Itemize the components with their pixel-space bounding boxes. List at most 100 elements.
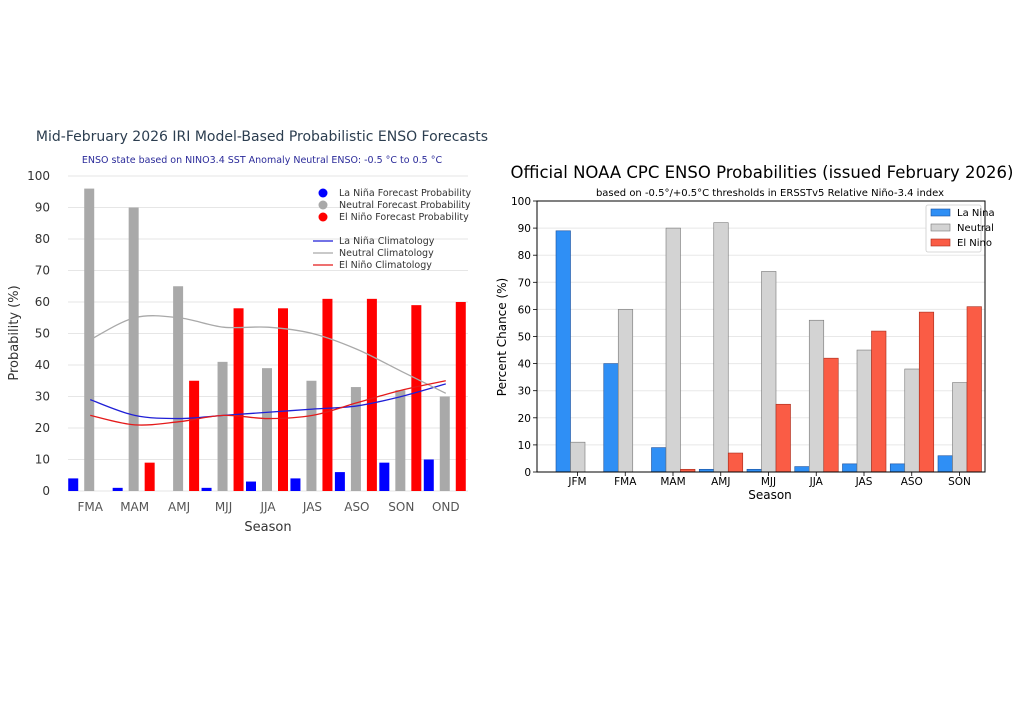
iri-x-tick-label: ASO (344, 500, 369, 514)
iri-y-axis-label: Probability (%) (7, 285, 22, 380)
iri-bar-el-nino-forecast-probability-amj (189, 380, 200, 491)
iri-line-la-nina-climatology (90, 383, 446, 420)
legend-label-neutral: Neutral (957, 223, 994, 234)
noaa-bar-el-nino-jas (871, 330, 887, 473)
iri-line-el-nino-climatology (90, 380, 446, 426)
iri-x-tick-label: FMA (77, 500, 103, 514)
noaa-legend: La Nina Neutral El Nino (925, 204, 995, 253)
noaa-bar-la-nina-jas (842, 463, 858, 473)
iri-line-neutral-climatology (89, 315, 447, 394)
noaa-bar-la-nina-mam (651, 447, 667, 473)
noaa-bar-neutral-amj (713, 222, 729, 473)
iri-bar-la-nina-forecast-probability-aso (334, 472, 345, 491)
legend-label-el-nino-climatology: El Niño Climatology (339, 260, 432, 271)
iri-x-tick-label: AMJ (168, 500, 190, 514)
iri-bar-neutral-forecast-probability-aso (350, 387, 361, 491)
iri-x-axis-label: Season (244, 520, 291, 535)
noaa-bar-neutral-jfm (570, 441, 586, 473)
noaa-bar-neutral-mam (665, 227, 681, 473)
legend-swatch-la-nina (930, 208, 951, 217)
legend-marker-neutral-forecast (318, 200, 328, 210)
noaa-y-tick-label: 10 (518, 440, 531, 452)
noaa-bar-la-nina-fma (603, 363, 619, 473)
iri-bar-neutral-forecast-probability-fma (84, 188, 95, 491)
iri-bar-la-nina-forecast-probability-ond (423, 459, 434, 491)
iri-bar-neutral-forecast-probability-son (395, 390, 406, 491)
iri-bar-el-nino-forecast-probability-jja (278, 308, 288, 491)
iri-bar-la-nina-forecast-probability-jas (290, 478, 301, 491)
iri-y-tick-label: 90 (35, 201, 50, 215)
noaa-y-tick-label: 60 (518, 304, 531, 316)
noaa-y-ticks: 0 10 20 30 40 50 60 70 80 90 100 (511, 196, 537, 479)
legend-marker-el-nino-forecast (318, 212, 328, 222)
noaa-bar-el-nino-jja (823, 357, 839, 473)
noaa-bar-el-nino-mjj (775, 403, 791, 473)
iri-subtitle: ENSO state based on NINO3.4 SST Anomaly … (82, 155, 443, 166)
iri-y-tick-label: 30 (35, 390, 50, 404)
iri-y-tick-label: 20 (35, 421, 50, 435)
iri-y-tick-label: 70 (35, 264, 50, 278)
iri-x-ticks: FMA MAM AMJ MJJ JJA JAS ASO SON OND (77, 500, 459, 514)
noaa-x-tick-label: JAS (855, 476, 873, 488)
iri-bar-neutral-forecast-probability-jja (262, 368, 272, 491)
noaa-y-tick-label: 20 (518, 413, 531, 425)
iri-y-tick-label: 10 (35, 453, 50, 467)
iri-chart: Mid-February 2026 IRI Model-Based Probab… (7, 129, 488, 535)
noaa-bar-el-nino-amj (727, 452, 744, 473)
iri-x-tick-label: MAM (120, 500, 149, 514)
iri-x-tick-label: OND (432, 500, 460, 514)
noaa-y-tick-label: 100 (511, 196, 531, 208)
noaa-x-axis-label: Season (748, 488, 792, 502)
iri-bar-la-nina-forecast-probability-fma (68, 478, 79, 491)
iri-bar-neutral-forecast-probability-mam (128, 207, 139, 491)
iri-bar-la-nina-forecast-probability-jja (246, 481, 256, 491)
legend-label-la-nina: La Nina (957, 208, 995, 219)
iri-bar-neutral-forecast-probability-jas (306, 380, 317, 491)
noaa-bar-neutral-mjj (761, 271, 777, 473)
iri-y-tick-label: 40 (35, 358, 50, 372)
noaa-x-tick-label: JJA (809, 476, 824, 488)
legend-label-neutral-climatology: Neutral Climatology (339, 248, 434, 259)
noaa-x-tick-label: MAM (660, 476, 685, 488)
noaa-bars (555, 222, 982, 473)
noaa-bar-la-nina-jfm (555, 230, 571, 473)
noaa-y-tick-label: 90 (518, 223, 531, 235)
iri-x-tick-label: MJJ (215, 500, 232, 514)
noaa-y-tick-label: 50 (518, 332, 531, 344)
iri-y-tick-label: 0 (42, 484, 50, 498)
iri-title: Mid-February 2026 IRI Model-Based Probab… (36, 129, 488, 145)
noaa-title: Official NOAA CPC ENSO Probabilities (is… (511, 163, 1014, 182)
noaa-bar-el-nino-aso (918, 311, 935, 473)
noaa-bar-neutral-jja (808, 319, 825, 473)
iri-bar-el-nino-forecast-probability-mjj (233, 308, 244, 491)
noaa-x-tick-label: AMJ (711, 476, 730, 488)
noaa-y-tick-label: 30 (518, 386, 531, 398)
iri-bar-neutral-forecast-probability-mjj (217, 361, 228, 491)
noaa-bar-la-nina-jja (794, 466, 810, 473)
iri-bar-el-nino-forecast-probability-aso (366, 298, 377, 491)
legend-marker-la-nina-forecast (318, 188, 328, 198)
iri-x-tick-label: SON (388, 500, 414, 514)
iri-x-tick-label: JAS (302, 500, 322, 514)
iri-legend: La Niña Forecast Probability Neutral For… (313, 188, 472, 271)
iri-bar-el-nino-forecast-probability-jas (322, 298, 333, 491)
iri-y-ticks: 0 10 20 30 40 50 60 70 80 90 100 (27, 169, 50, 498)
noaa-x-tick-label: MJJ (761, 476, 776, 488)
noaa-bar-la-nina-aso (889, 463, 906, 473)
noaa-y-tick-label: 70 (518, 277, 531, 289)
iri-bar-la-nina-forecast-probability-mam (112, 487, 123, 491)
legend-swatch-el-nino (930, 238, 951, 247)
iri-x-tick-label: JJA (259, 500, 276, 514)
noaa-x-tick-label: FMA (614, 476, 637, 488)
noaa-y-tick-label: 80 (518, 250, 531, 262)
legend-label-la-nina-climatology: La Niña Climatology (339, 236, 435, 247)
legend-label-el-nino-forecast: El Niño Forecast Probability (339, 212, 469, 223)
iri-bar-neutral-forecast-probability-ond (439, 396, 450, 491)
iri-bar-neutral-forecast-probability-amj (173, 286, 184, 491)
iri-y-tick-label: 60 (35, 295, 50, 309)
noaa-subtitle: based on -0.5°/+0.5°C thresholds in ERSS… (596, 188, 944, 199)
iri-bar-el-nino-forecast-probability-son (411, 305, 422, 491)
noaa-x-tick-label: JFM (567, 476, 586, 488)
iri-climatology-lines (89, 315, 447, 426)
